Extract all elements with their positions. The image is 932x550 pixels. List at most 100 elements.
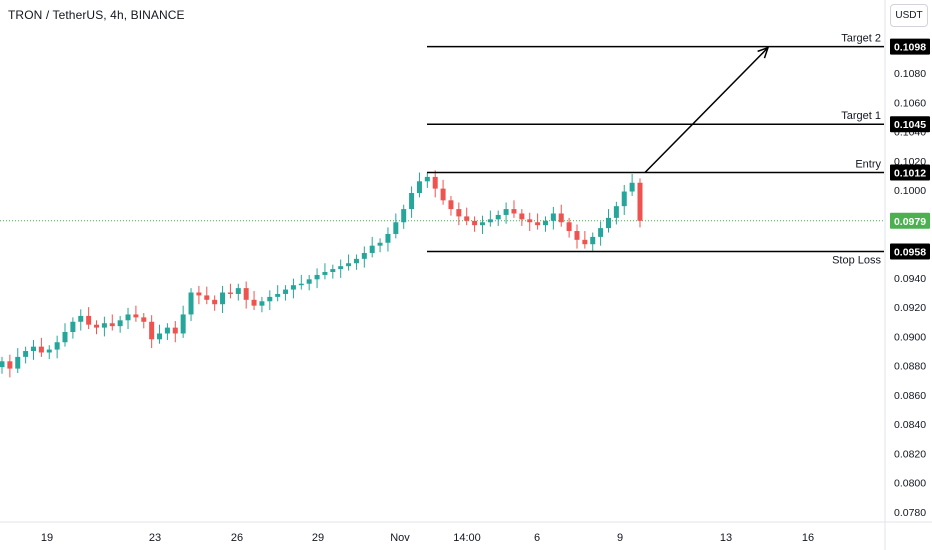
target-2-price-value: 0.1098 (894, 42, 926, 54)
candle-body (582, 239, 588, 245)
candle-body (361, 252, 367, 259)
candle-body (149, 321, 155, 340)
y-tick-label: 0.0840 (894, 419, 926, 431)
candle-body (298, 283, 304, 286)
target-1-price-value: 0.1045 (894, 119, 926, 131)
x-tick-label: 16 (802, 532, 814, 544)
candle-body (346, 263, 352, 267)
candle-body (0, 361, 5, 368)
candle-body (62, 332, 68, 343)
candle-body (558, 213, 564, 223)
candle-body (440, 188, 446, 201)
candle-body (574, 231, 580, 240)
candle-body (204, 295, 210, 300)
chart-title: TRON / TetherUS, 4h, BINANCE (8, 8, 185, 22)
candle-body (322, 272, 328, 275)
candle-body (283, 289, 289, 294)
x-tick-label: 9 (617, 532, 623, 544)
y-tick-label: 0.0800 (894, 478, 926, 490)
x-tick-label: 14:00 (453, 532, 481, 544)
candle-body (629, 182, 635, 192)
candle-body (212, 299, 218, 305)
candle-body (78, 315, 84, 322)
candle-body (38, 346, 44, 353)
candle-body (637, 182, 643, 221)
candle-body (550, 213, 556, 221)
y-tick-label: 0.0780 (894, 507, 926, 519)
candle-body (314, 274, 320, 280)
y-tick-label: 0.1060 (894, 97, 926, 109)
candle-body (172, 327, 178, 334)
candle-body (23, 351, 29, 357)
candle-body (542, 220, 548, 226)
candle-body (188, 292, 194, 315)
candle-body (385, 233, 391, 243)
candle-body (157, 333, 163, 340)
candle-body (487, 219, 493, 223)
candle-body (101, 323, 107, 328)
candle-body (598, 228, 604, 237)
x-tick-label: 29 (312, 532, 324, 544)
y-tick-label: 0.0900 (894, 331, 926, 343)
x-tick-label: 23 (149, 532, 161, 544)
candle-body (479, 222, 485, 226)
x-tick-label: 26 (231, 532, 243, 544)
candle-body (290, 285, 296, 290)
candle-body (511, 209, 517, 214)
entry-price-tag (890, 164, 930, 181)
x-tick-label: 13 (720, 532, 732, 544)
y-tick-label: 0.1000 (894, 185, 926, 197)
candle-body (133, 314, 139, 318)
candle-body (259, 301, 265, 306)
y-tick-label: 0.1080 (894, 68, 926, 80)
candle-body (7, 361, 13, 369)
candle-body (235, 288, 241, 294)
candle-body (306, 279, 312, 284)
currency-selector-button[interactable]: USDT (890, 4, 928, 27)
candle-body (613, 206, 619, 218)
candle-body (448, 200, 454, 210)
y-tick-label: 0.0940 (894, 273, 926, 285)
candle-body (46, 349, 52, 353)
candle-body (566, 222, 572, 232)
y-tick-label: 0.0920 (894, 302, 926, 314)
target-1-price-tag (890, 116, 930, 133)
stop-loss-price-tag (890, 243, 930, 260)
target-2-price-tag (890, 38, 930, 55)
candle-body (54, 342, 60, 350)
candle-body (338, 266, 344, 270)
candle-body (164, 327, 170, 334)
candle-body (456, 209, 462, 217)
candle-body (464, 216, 470, 221)
candle-body (472, 220, 478, 226)
candle-body (495, 214, 501, 220)
candle-body (275, 293, 281, 297)
candle-body (70, 321, 76, 333)
candle-body (393, 222, 399, 234)
current-price-tag (890, 212, 930, 229)
candle-body (519, 213, 525, 220)
candle-body (535, 222, 541, 226)
candle-body (401, 209, 407, 223)
candle-body (353, 258, 359, 264)
current-price-value: 0.0979 (894, 216, 926, 228)
candle-body (409, 192, 415, 210)
candle-body (196, 292, 202, 296)
projection-arrow-line[interactable] (644, 47, 769, 174)
target-1-label: Target 1 (841, 110, 881, 122)
candle-body (220, 292, 226, 305)
entry-price-value: 0.1012 (894, 168, 926, 180)
x-tick-label: Nov (390, 532, 410, 544)
candle-body (432, 176, 438, 189)
candle-body (503, 209, 509, 215)
candle-body (377, 242, 383, 246)
candle-body (590, 236, 596, 245)
candle-body (125, 314, 131, 321)
target-2-label: Target 2 (841, 33, 881, 45)
y-tick-label: 0.0860 (894, 390, 926, 402)
entry-label: Entry (855, 159, 881, 171)
stop-loss-label: Stop Loss (832, 255, 881, 267)
x-tick-label: 19 (41, 532, 53, 544)
y-tick-label: 0.0820 (894, 448, 926, 460)
